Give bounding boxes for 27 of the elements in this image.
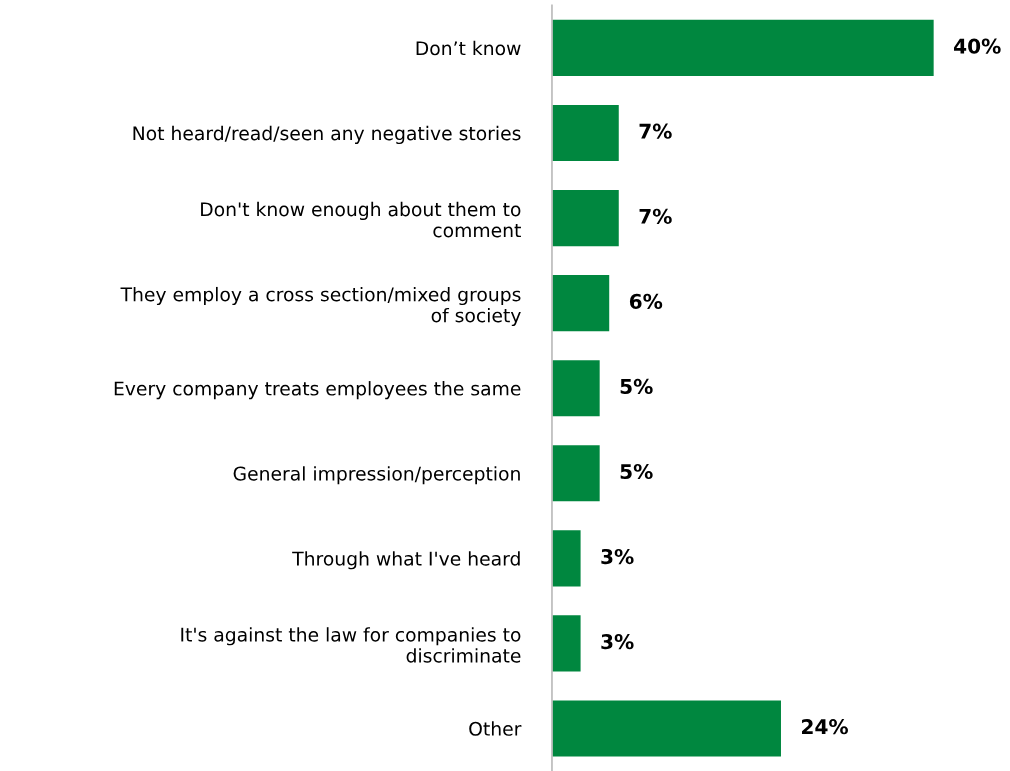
y-tick-label: Don't know enough about them to comment — [201, 201, 521, 238]
data-label: 7% — [639, 123, 672, 139]
bar — [551, 615, 581, 672]
data-label: 3% — [601, 634, 634, 650]
y-tick-label: Every company treats employees the same — [114, 381, 521, 400]
y-tick-label: Not heard/read/seen any negative stories — [133, 125, 521, 145]
bar — [551, 275, 610, 332]
bar — [551, 530, 581, 587]
bar — [551, 360, 600, 417]
data-label: 5% — [620, 463, 653, 480]
y-tick-label: General impression/perception — [233, 466, 520, 485]
bar — [551, 445, 600, 502]
data-label: 3% — [601, 548, 634, 565]
y-tick-label: Other — [469, 721, 522, 736]
data-label: 7% — [639, 208, 672, 224]
y-tick-label: Through what I've heard — [292, 551, 520, 570]
y-tick-label: They employ a cross section/mixed groups of society — [120, 286, 521, 327]
data-label: 40% — [954, 38, 1001, 54]
bar — [551, 189, 619, 247]
y-tick-label: Don’t know — [416, 40, 521, 56]
bar — [551, 19, 934, 76]
data-label: 5% — [620, 378, 653, 395]
bar — [551, 104, 619, 162]
bar — [551, 700, 781, 757]
y-tick-label: It's against the law for companies to discriminate — [181, 627, 521, 663]
data-label: 24% — [802, 719, 848, 735]
data-label: 6% — [629, 293, 663, 309]
